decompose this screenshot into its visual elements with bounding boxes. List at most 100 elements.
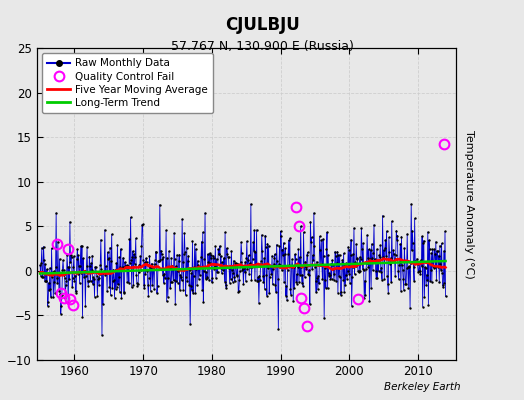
- Point: [116, 264, 125, 270]
- Point: [322, 246, 331, 252]
- Point: [215, 251, 224, 258]
- Point: [391, 273, 399, 279]
- Point: [129, 248, 137, 254]
- Point: [216, 243, 224, 249]
- Point: [425, 246, 434, 252]
- Point: [48, 274, 57, 280]
- Point: [417, 257, 425, 263]
- Point: [259, 273, 267, 280]
- Point: [339, 257, 347, 263]
- Point: [46, 285, 54, 292]
- Point: [43, 302, 52, 309]
- Point: [381, 237, 390, 243]
- Point: [340, 250, 348, 256]
- Point: [139, 282, 148, 288]
- Point: [253, 226, 261, 233]
- Point: [57, 310, 65, 317]
- Point: [368, 254, 376, 261]
- Point: [369, 267, 377, 274]
- Point: [328, 276, 336, 282]
- Point: [279, 240, 288, 246]
- Point: [51, 264, 60, 270]
- Point: [433, 248, 441, 254]
- Point: [203, 275, 212, 282]
- Point: [348, 251, 357, 257]
- Point: [52, 275, 61, 281]
- Point: [439, 284, 447, 291]
- Point: [145, 252, 154, 259]
- Point: [69, 264, 78, 270]
- Point: [422, 272, 431, 278]
- Point: [372, 274, 380, 281]
- Point: [130, 260, 139, 267]
- Point: [118, 265, 126, 271]
- Point: [440, 280, 449, 286]
- Point: [178, 216, 187, 222]
- Point: [100, 269, 108, 275]
- Point: [220, 278, 228, 285]
- Point: [266, 263, 275, 270]
- Point: [337, 289, 345, 295]
- Point: [428, 246, 436, 252]
- Point: [386, 255, 395, 261]
- Point: [105, 255, 113, 261]
- Point: [138, 221, 146, 228]
- Point: [186, 321, 194, 327]
- Point: [328, 257, 336, 263]
- Point: [247, 277, 256, 283]
- Point: [437, 267, 445, 273]
- Point: [50, 279, 58, 286]
- Point: [267, 262, 275, 269]
- Point: [176, 272, 184, 278]
- Point: [198, 238, 206, 245]
- Point: [416, 268, 424, 274]
- Point: [331, 248, 339, 255]
- Point: [400, 245, 409, 252]
- Point: [380, 245, 389, 251]
- Point: [315, 280, 323, 286]
- Point: [144, 293, 152, 299]
- Point: [267, 271, 276, 277]
- Point: [80, 274, 89, 280]
- Point: [315, 233, 324, 240]
- Point: [288, 256, 296, 262]
- Point: [433, 248, 442, 254]
- Point: [410, 278, 418, 284]
- Point: [173, 280, 182, 286]
- Point: [40, 257, 48, 264]
- Point: [193, 258, 202, 264]
- Point: [90, 275, 98, 282]
- Point: [156, 257, 165, 263]
- Point: [54, 270, 63, 276]
- Point: [114, 273, 123, 280]
- Point: [94, 276, 102, 282]
- Point: [396, 241, 405, 247]
- Point: [123, 279, 132, 286]
- Point: [436, 261, 444, 268]
- Point: [254, 278, 262, 284]
- Point: [61, 275, 69, 281]
- Point: [335, 252, 344, 258]
- Point: [206, 260, 214, 266]
- Point: [314, 286, 322, 292]
- Point: [53, 238, 62, 245]
- Point: [119, 254, 127, 261]
- Point: [157, 250, 166, 257]
- Point: [427, 267, 435, 274]
- Point: [399, 276, 407, 283]
- Point: [170, 230, 178, 236]
- Point: [397, 288, 405, 294]
- Point: [61, 294, 70, 301]
- Point: [329, 262, 337, 268]
- Point: [211, 263, 219, 269]
- Point: [374, 259, 382, 265]
- Point: [236, 259, 245, 265]
- Point: [58, 266, 67, 273]
- Point: [184, 253, 193, 259]
- Point: [407, 260, 415, 266]
- Point: [88, 267, 96, 274]
- Legend: Raw Monthly Data, Quality Control Fail, Five Year Moving Average, Long-Term Tren: Raw Monthly Data, Quality Control Fail, …: [42, 53, 213, 113]
- Point: [94, 274, 103, 281]
- Point: [404, 284, 412, 291]
- Point: [223, 251, 232, 258]
